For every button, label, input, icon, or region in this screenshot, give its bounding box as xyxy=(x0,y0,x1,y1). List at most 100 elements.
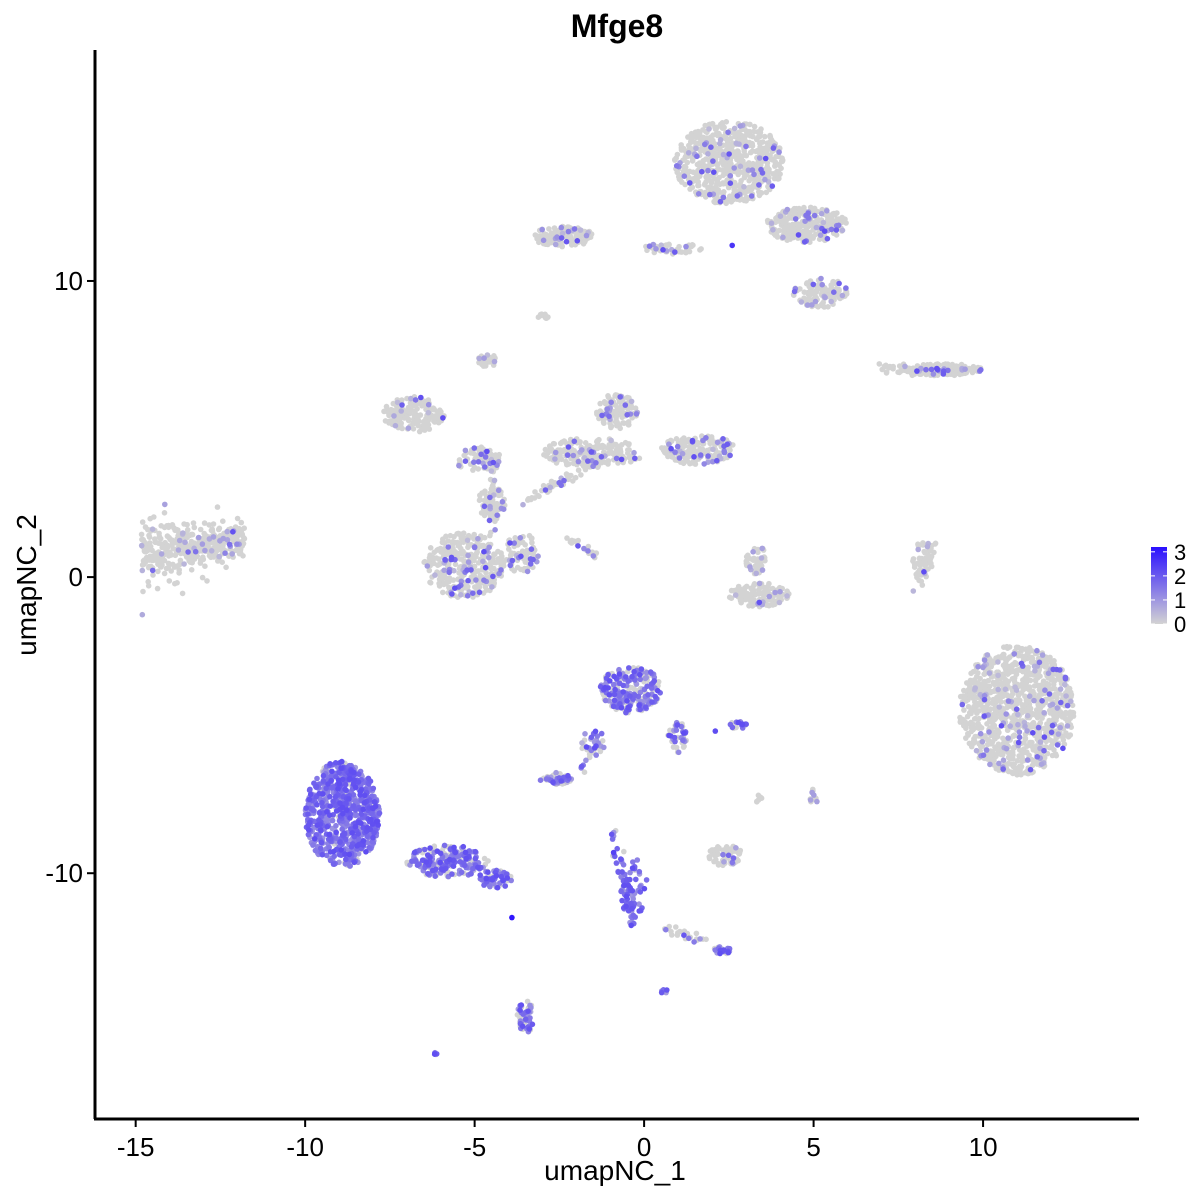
data-point xyxy=(168,542,175,549)
data-point xyxy=(831,211,837,218)
data-point xyxy=(477,492,483,499)
data-point xyxy=(184,527,191,533)
data-point xyxy=(479,542,485,549)
data-point xyxy=(1019,758,1025,765)
data-point xyxy=(1005,735,1011,741)
data-point xyxy=(1055,731,1062,737)
data-point xyxy=(585,543,592,550)
data-point xyxy=(813,224,820,231)
data-point xyxy=(628,398,635,405)
data-point xyxy=(540,482,547,489)
data-point xyxy=(776,584,783,591)
data-point xyxy=(976,715,982,722)
data-point xyxy=(788,224,794,230)
data-point xyxy=(690,242,696,248)
data-point xyxy=(1005,693,1011,700)
data-point xyxy=(176,567,182,573)
data-point xyxy=(748,598,754,604)
data-point xyxy=(138,531,145,538)
data-point xyxy=(746,177,752,184)
data-point xyxy=(149,526,156,532)
data-point xyxy=(743,152,750,159)
data-point xyxy=(815,304,821,310)
data-point xyxy=(524,568,531,575)
data-point xyxy=(1050,716,1057,723)
data-point xyxy=(703,179,709,185)
data-point xyxy=(486,544,493,551)
data-point xyxy=(731,186,737,193)
data-point xyxy=(833,232,840,238)
data-point xyxy=(1023,665,1030,672)
data-point xyxy=(539,226,545,233)
data-point xyxy=(541,452,547,458)
data-point xyxy=(643,669,650,676)
data-point xyxy=(189,531,195,538)
data-point xyxy=(536,239,542,246)
data-point xyxy=(594,409,600,416)
data-point xyxy=(876,361,883,367)
data-point xyxy=(146,532,152,539)
data-point xyxy=(499,553,505,560)
data-point xyxy=(700,157,707,164)
data-point xyxy=(197,526,204,533)
data-point xyxy=(750,133,756,140)
data-point xyxy=(768,220,775,226)
data-point xyxy=(1052,686,1058,692)
data-point xyxy=(981,680,988,687)
data-point xyxy=(683,243,689,250)
data-point xyxy=(141,561,147,567)
data-point xyxy=(977,675,983,682)
data-point xyxy=(1002,676,1009,683)
data-point xyxy=(1011,675,1018,681)
data-point xyxy=(636,901,642,907)
data-point xyxy=(167,549,173,556)
data-point xyxy=(720,158,727,165)
data-point xyxy=(482,584,489,590)
data-point xyxy=(815,286,822,292)
data-point xyxy=(482,488,488,495)
data-point xyxy=(986,729,992,735)
data-point xyxy=(711,858,717,865)
data-point xyxy=(619,409,626,416)
data-point xyxy=(552,241,559,248)
data-point xyxy=(979,738,986,745)
data-point xyxy=(761,133,768,140)
data-point xyxy=(951,371,958,377)
data-point xyxy=(1037,720,1044,726)
data-point xyxy=(1015,721,1021,728)
data-point xyxy=(770,227,776,233)
data-point xyxy=(517,535,524,541)
data-point xyxy=(1062,681,1068,688)
data-point xyxy=(755,549,761,556)
data-point xyxy=(452,561,459,568)
data-point xyxy=(1031,723,1038,730)
data-point xyxy=(970,695,976,701)
data-point xyxy=(957,693,964,700)
data-point xyxy=(1024,712,1031,719)
data-point xyxy=(824,216,831,223)
data-point xyxy=(702,122,708,129)
data-point xyxy=(756,586,762,593)
data-point xyxy=(673,924,679,930)
data-point xyxy=(1031,697,1037,704)
data-point xyxy=(477,496,483,503)
data-point xyxy=(896,363,903,369)
data-point xyxy=(468,450,474,456)
data-point xyxy=(634,857,641,863)
data-point xyxy=(968,743,975,750)
data-point xyxy=(403,414,410,420)
data-point xyxy=(1053,752,1060,759)
data-point xyxy=(751,171,757,178)
data-point xyxy=(462,447,469,454)
data-point xyxy=(381,408,387,415)
data-point xyxy=(965,721,972,727)
data-point xyxy=(759,567,766,573)
data-point xyxy=(579,740,585,746)
data-point xyxy=(170,561,176,568)
data-point xyxy=(1016,697,1022,703)
data-point xyxy=(535,492,541,499)
data-point xyxy=(1026,693,1033,699)
data-point xyxy=(666,441,672,448)
data-point xyxy=(397,412,403,419)
data-point xyxy=(391,413,397,419)
